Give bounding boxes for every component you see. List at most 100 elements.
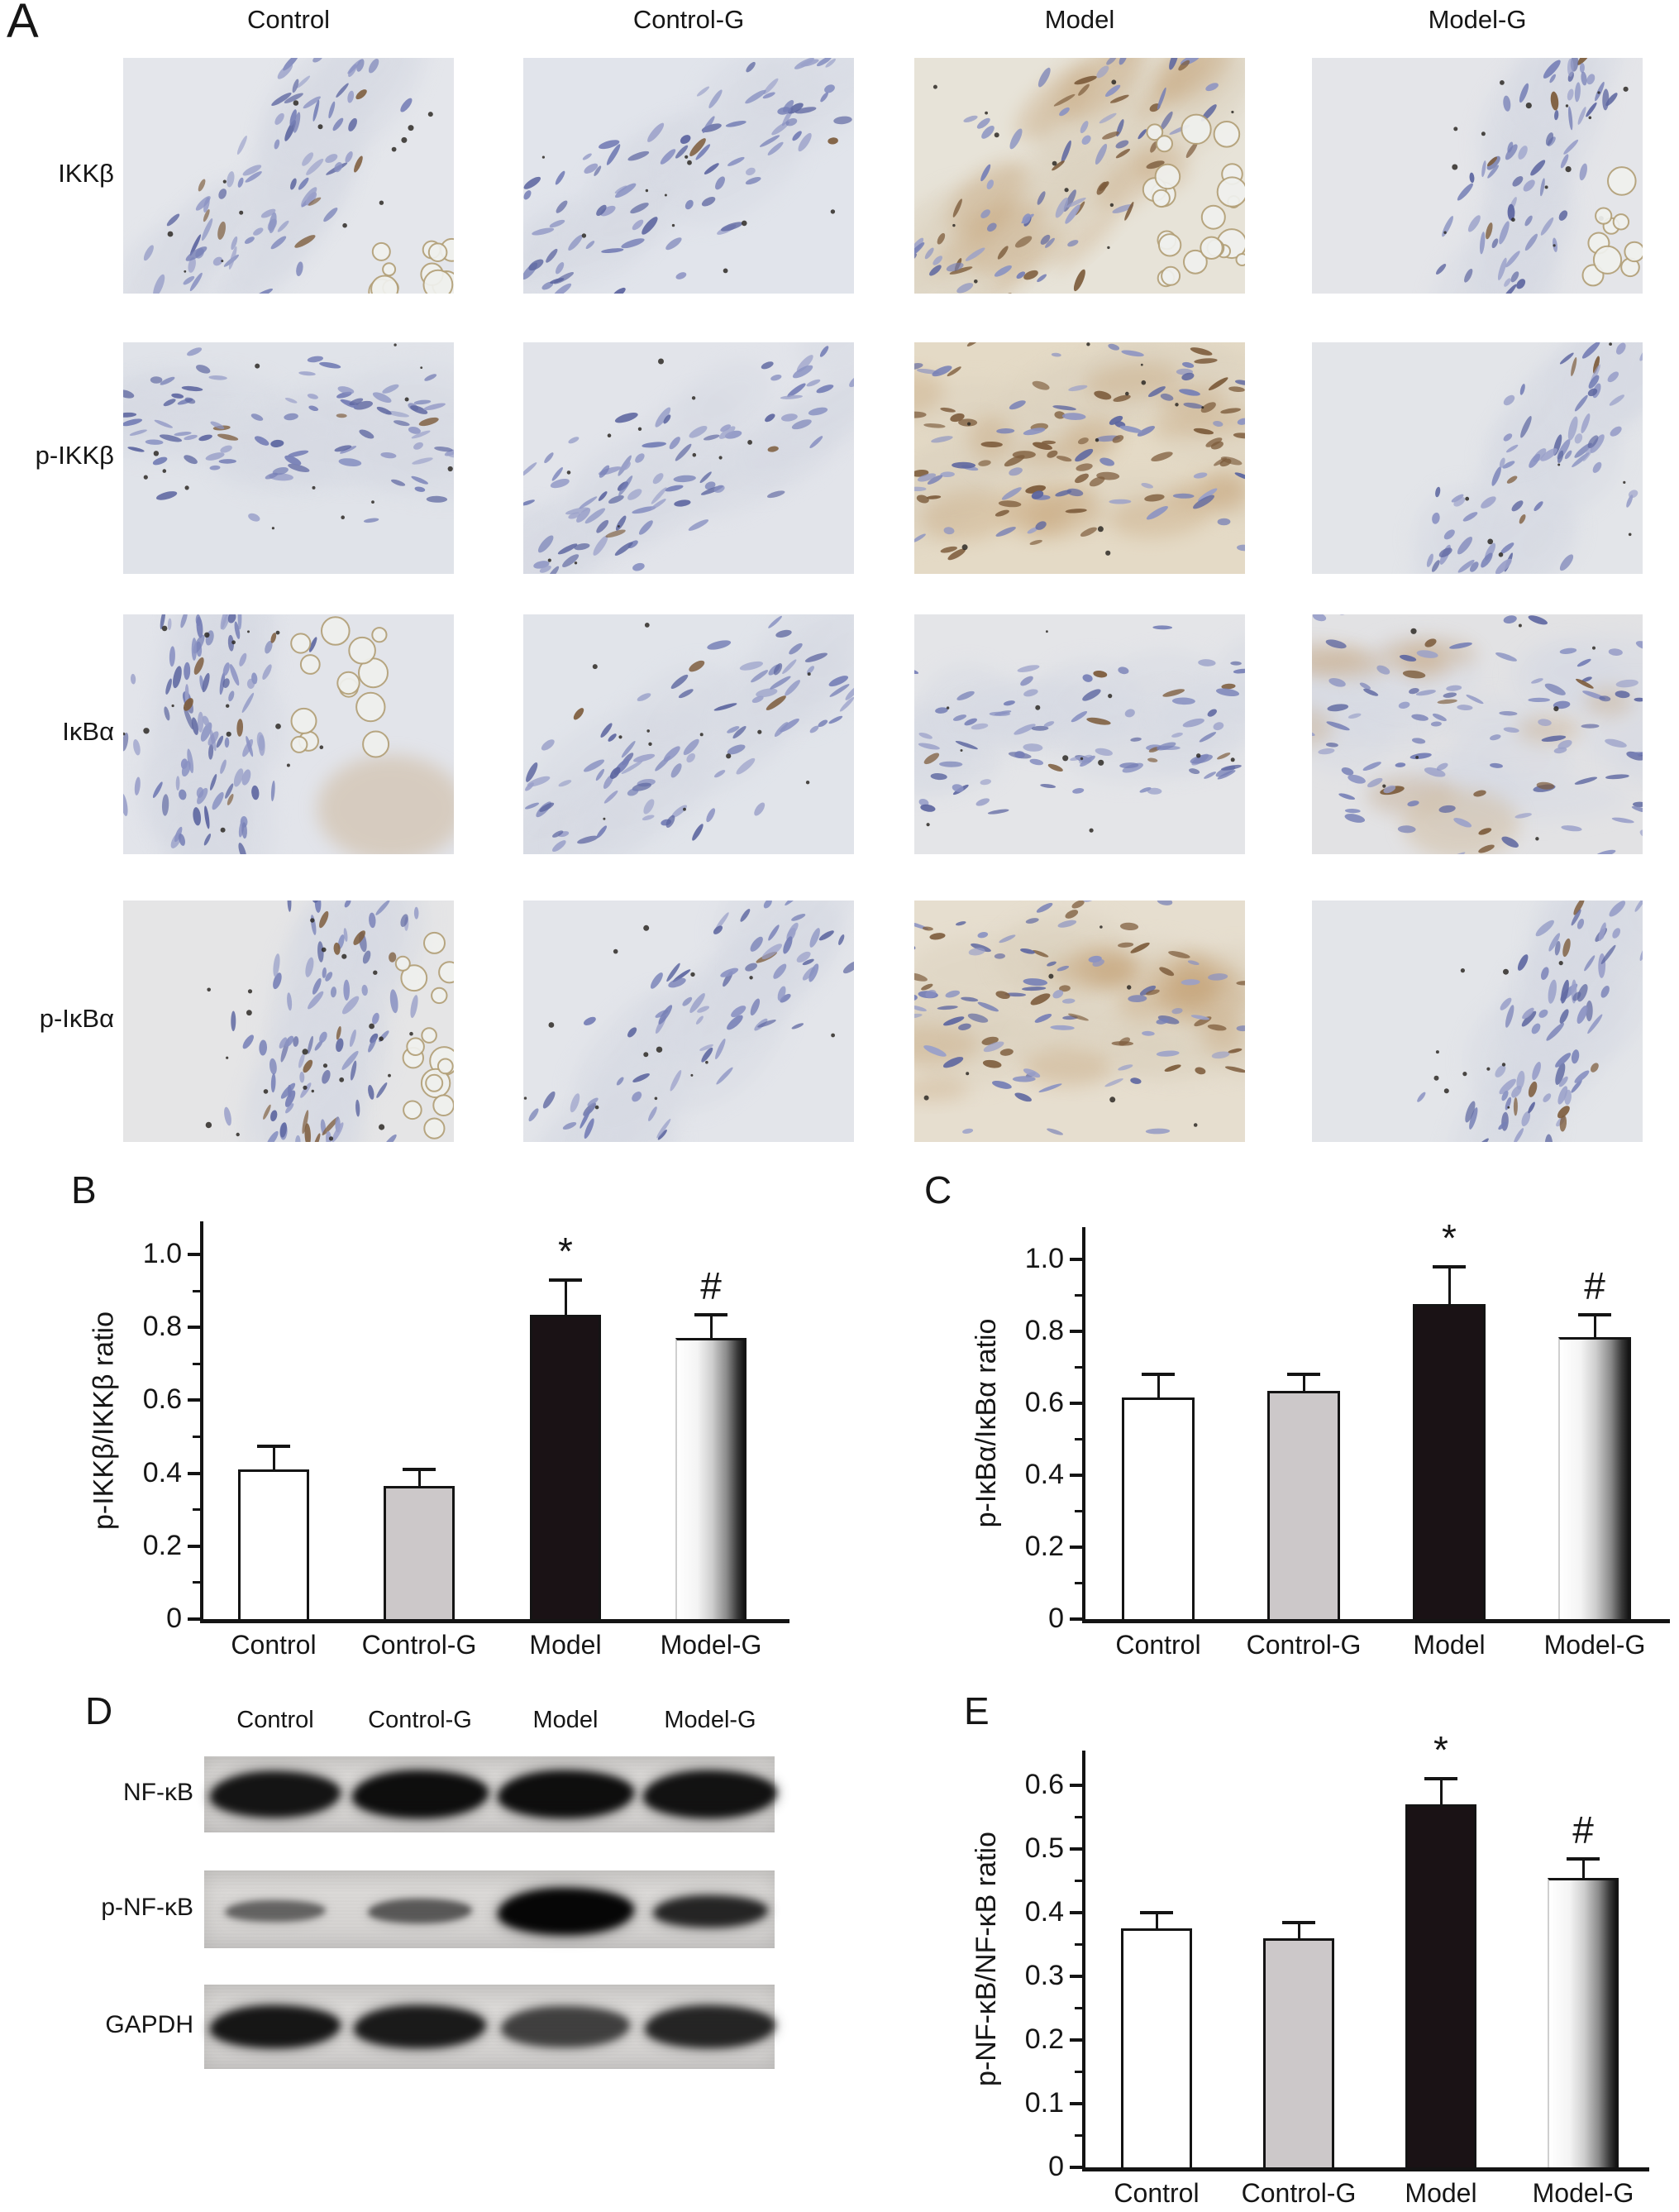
error-bar-cap — [1140, 1911, 1173, 1914]
y-axis — [1082, 1226, 1085, 1622]
y-tick-label: 0.8 — [1024, 1315, 1064, 1346]
y-minor-tick — [1075, 1510, 1082, 1512]
blot-band — [497, 1887, 634, 1935]
x-category-label: Model — [529, 1630, 602, 1660]
panel-a-row-label: IκBα — [62, 717, 114, 746]
panel-a-column-header: Model-G — [1428, 5, 1527, 34]
x-axis — [200, 1619, 789, 1623]
y-tick — [188, 1471, 200, 1475]
blot-row-label: p-NF-κB — [101, 1894, 193, 1921]
error-bar-line — [1593, 1315, 1596, 1337]
significance-annotation: * — [1442, 1216, 1457, 1259]
y-tick — [188, 1326, 200, 1330]
bar-model — [1405, 1804, 1476, 2167]
blot-row-label: GAPDH — [105, 2011, 193, 2038]
error-bar-cap — [403, 1468, 436, 1472]
x-category-label: Control — [1114, 2178, 1200, 2208]
y-tick — [1070, 2166, 1082, 2169]
x-category-label: Model — [1405, 2178, 1477, 2208]
bar-control-g — [384, 1486, 455, 1619]
y-tick-label: 0.2 — [1024, 2023, 1064, 2055]
significance-annotation: # — [1572, 1808, 1594, 1851]
micrograph-r2c3 — [914, 342, 1245, 574]
y-minor-tick — [1075, 1943, 1082, 1946]
error-bar-line — [272, 1445, 275, 1470]
error-bar-line — [1439, 1779, 1443, 1805]
y-tick-label: 0.6 — [1024, 1387, 1064, 1418]
blot-band — [209, 2005, 341, 2048]
panel-a-column-header: Control-G — [632, 5, 745, 34]
y-minor-tick — [1075, 1582, 1082, 1584]
panel-c-label: C — [924, 1168, 953, 1211]
x-category-label: Control-G — [361, 1630, 477, 1660]
y-tick — [1070, 1911, 1082, 1914]
y-tick — [1070, 2038, 1082, 2042]
y-tick — [1070, 1474, 1082, 1477]
y-tick — [1070, 1975, 1082, 1978]
blot-band — [368, 1899, 472, 1923]
error-bar-cap — [1282, 1920, 1315, 1924]
error-bar-line — [1297, 1922, 1300, 1938]
y-minor-tick — [1075, 1438, 1082, 1440]
y-tick — [1070, 2102, 1082, 2105]
y-minor-tick — [193, 1289, 200, 1292]
y-tick — [1070, 1402, 1082, 1405]
error-bar-line — [1155, 1913, 1158, 1929]
y-minor-tick — [193, 1508, 200, 1512]
y-minor-tick — [193, 1362, 200, 1365]
bar-model-g — [1558, 1336, 1631, 1619]
error-bar-cap — [1287, 1373, 1320, 1377]
y-minor-tick — [1075, 1816, 1082, 1818]
y-tick-label: 0.4 — [142, 1456, 182, 1488]
error-bar-cap — [1567, 1856, 1600, 1861]
bar-control-g — [1267, 1390, 1340, 1619]
x-axis — [1082, 2167, 1649, 2171]
y-tick-label: 0.4 — [1024, 1896, 1064, 1928]
micrograph-r1c2 — [523, 58, 854, 294]
y-tick — [1070, 1258, 1082, 1261]
y-minor-tick — [193, 1436, 200, 1438]
micrograph-r3c4 — [1312, 614, 1643, 854]
blot-band — [642, 1770, 778, 1818]
significance-annotation: * — [558, 1229, 573, 1273]
y-tick-label: 0.4 — [1024, 1459, 1064, 1490]
error-bar-cap — [257, 1444, 290, 1448]
y-minor-tick — [1075, 1366, 1082, 1369]
micrograph-r2c2 — [523, 342, 854, 574]
y-tick-label: 0 — [1048, 1603, 1064, 1634]
x-axis — [1082, 1619, 1670, 1623]
x-category-label: Control — [1115, 1630, 1201, 1660]
blot-band — [501, 2005, 630, 2048]
y-tick-label: 0.2 — [1024, 1531, 1064, 1562]
significance-annotation: # — [1584, 1264, 1605, 1308]
y-tick-label: 0.1 — [1024, 2087, 1064, 2119]
y-tick — [1070, 1784, 1082, 1787]
x-category-label: Control — [231, 1630, 317, 1660]
error-bar-line — [417, 1469, 421, 1487]
x-category-label: Model — [1413, 1630, 1486, 1660]
error-bar-cap — [1433, 1264, 1466, 1268]
micrograph-r3c1 — [123, 614, 454, 854]
micrograph-r1c3 — [914, 58, 1245, 294]
bar-control — [1122, 1397, 1195, 1619]
error-bar-cap — [694, 1312, 727, 1316]
micrograph-r2c4 — [1312, 342, 1643, 574]
y-tick — [188, 1544, 200, 1548]
significance-annotation: * — [1433, 1728, 1448, 1772]
micrograph-r3c3 — [914, 614, 1245, 854]
error-bar-line — [1581, 1858, 1585, 1878]
y-minor-tick — [1075, 2071, 1082, 2073]
error-bar-line — [1302, 1374, 1305, 1391]
y-axis — [1082, 1750, 1085, 2171]
y-tick-label: 0.2 — [142, 1529, 182, 1561]
error-bar-cap — [549, 1278, 582, 1282]
error-bar-line — [564, 1279, 567, 1315]
bar-model-g — [675, 1338, 746, 1619]
panel-e-label: E — [964, 1689, 990, 1732]
y-tick-label: 1.0 — [142, 1238, 182, 1269]
y-axis — [200, 1221, 203, 1622]
blot-lane-header: Model — [532, 1707, 599, 1733]
panel-a-row-label: p-IKKβ — [35, 441, 114, 470]
bar-control — [238, 1469, 309, 1619]
